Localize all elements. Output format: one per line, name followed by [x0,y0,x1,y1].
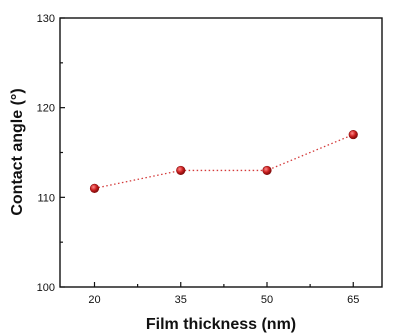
data-point [348,129,358,140]
data-series [89,129,358,193]
series-line [94,133,354,190]
plot-frame [59,17,383,288]
x-tick-label: 35 [175,294,187,306]
y-axis-title: Contact angle (°) [9,88,26,215]
y-tick-label: 130 [37,13,55,25]
data-point [89,183,100,193]
y-axis-ticks: 100 110 120 130 [37,13,65,294]
x-axis-ticks: 20 35 50 65 [88,282,359,306]
y-tick-label: 110 [37,192,55,204]
y-tick-label: 120 [37,103,55,115]
x-tick-label: 65 [347,294,359,306]
x-axis-title: Film thickness (nm) [146,316,296,333]
data-point [176,165,186,176]
data-point [262,165,272,176]
x-tick-label: 20 [88,294,100,306]
y-tick-label: 100 [37,282,55,294]
x-tick-label: 50 [261,294,273,306]
